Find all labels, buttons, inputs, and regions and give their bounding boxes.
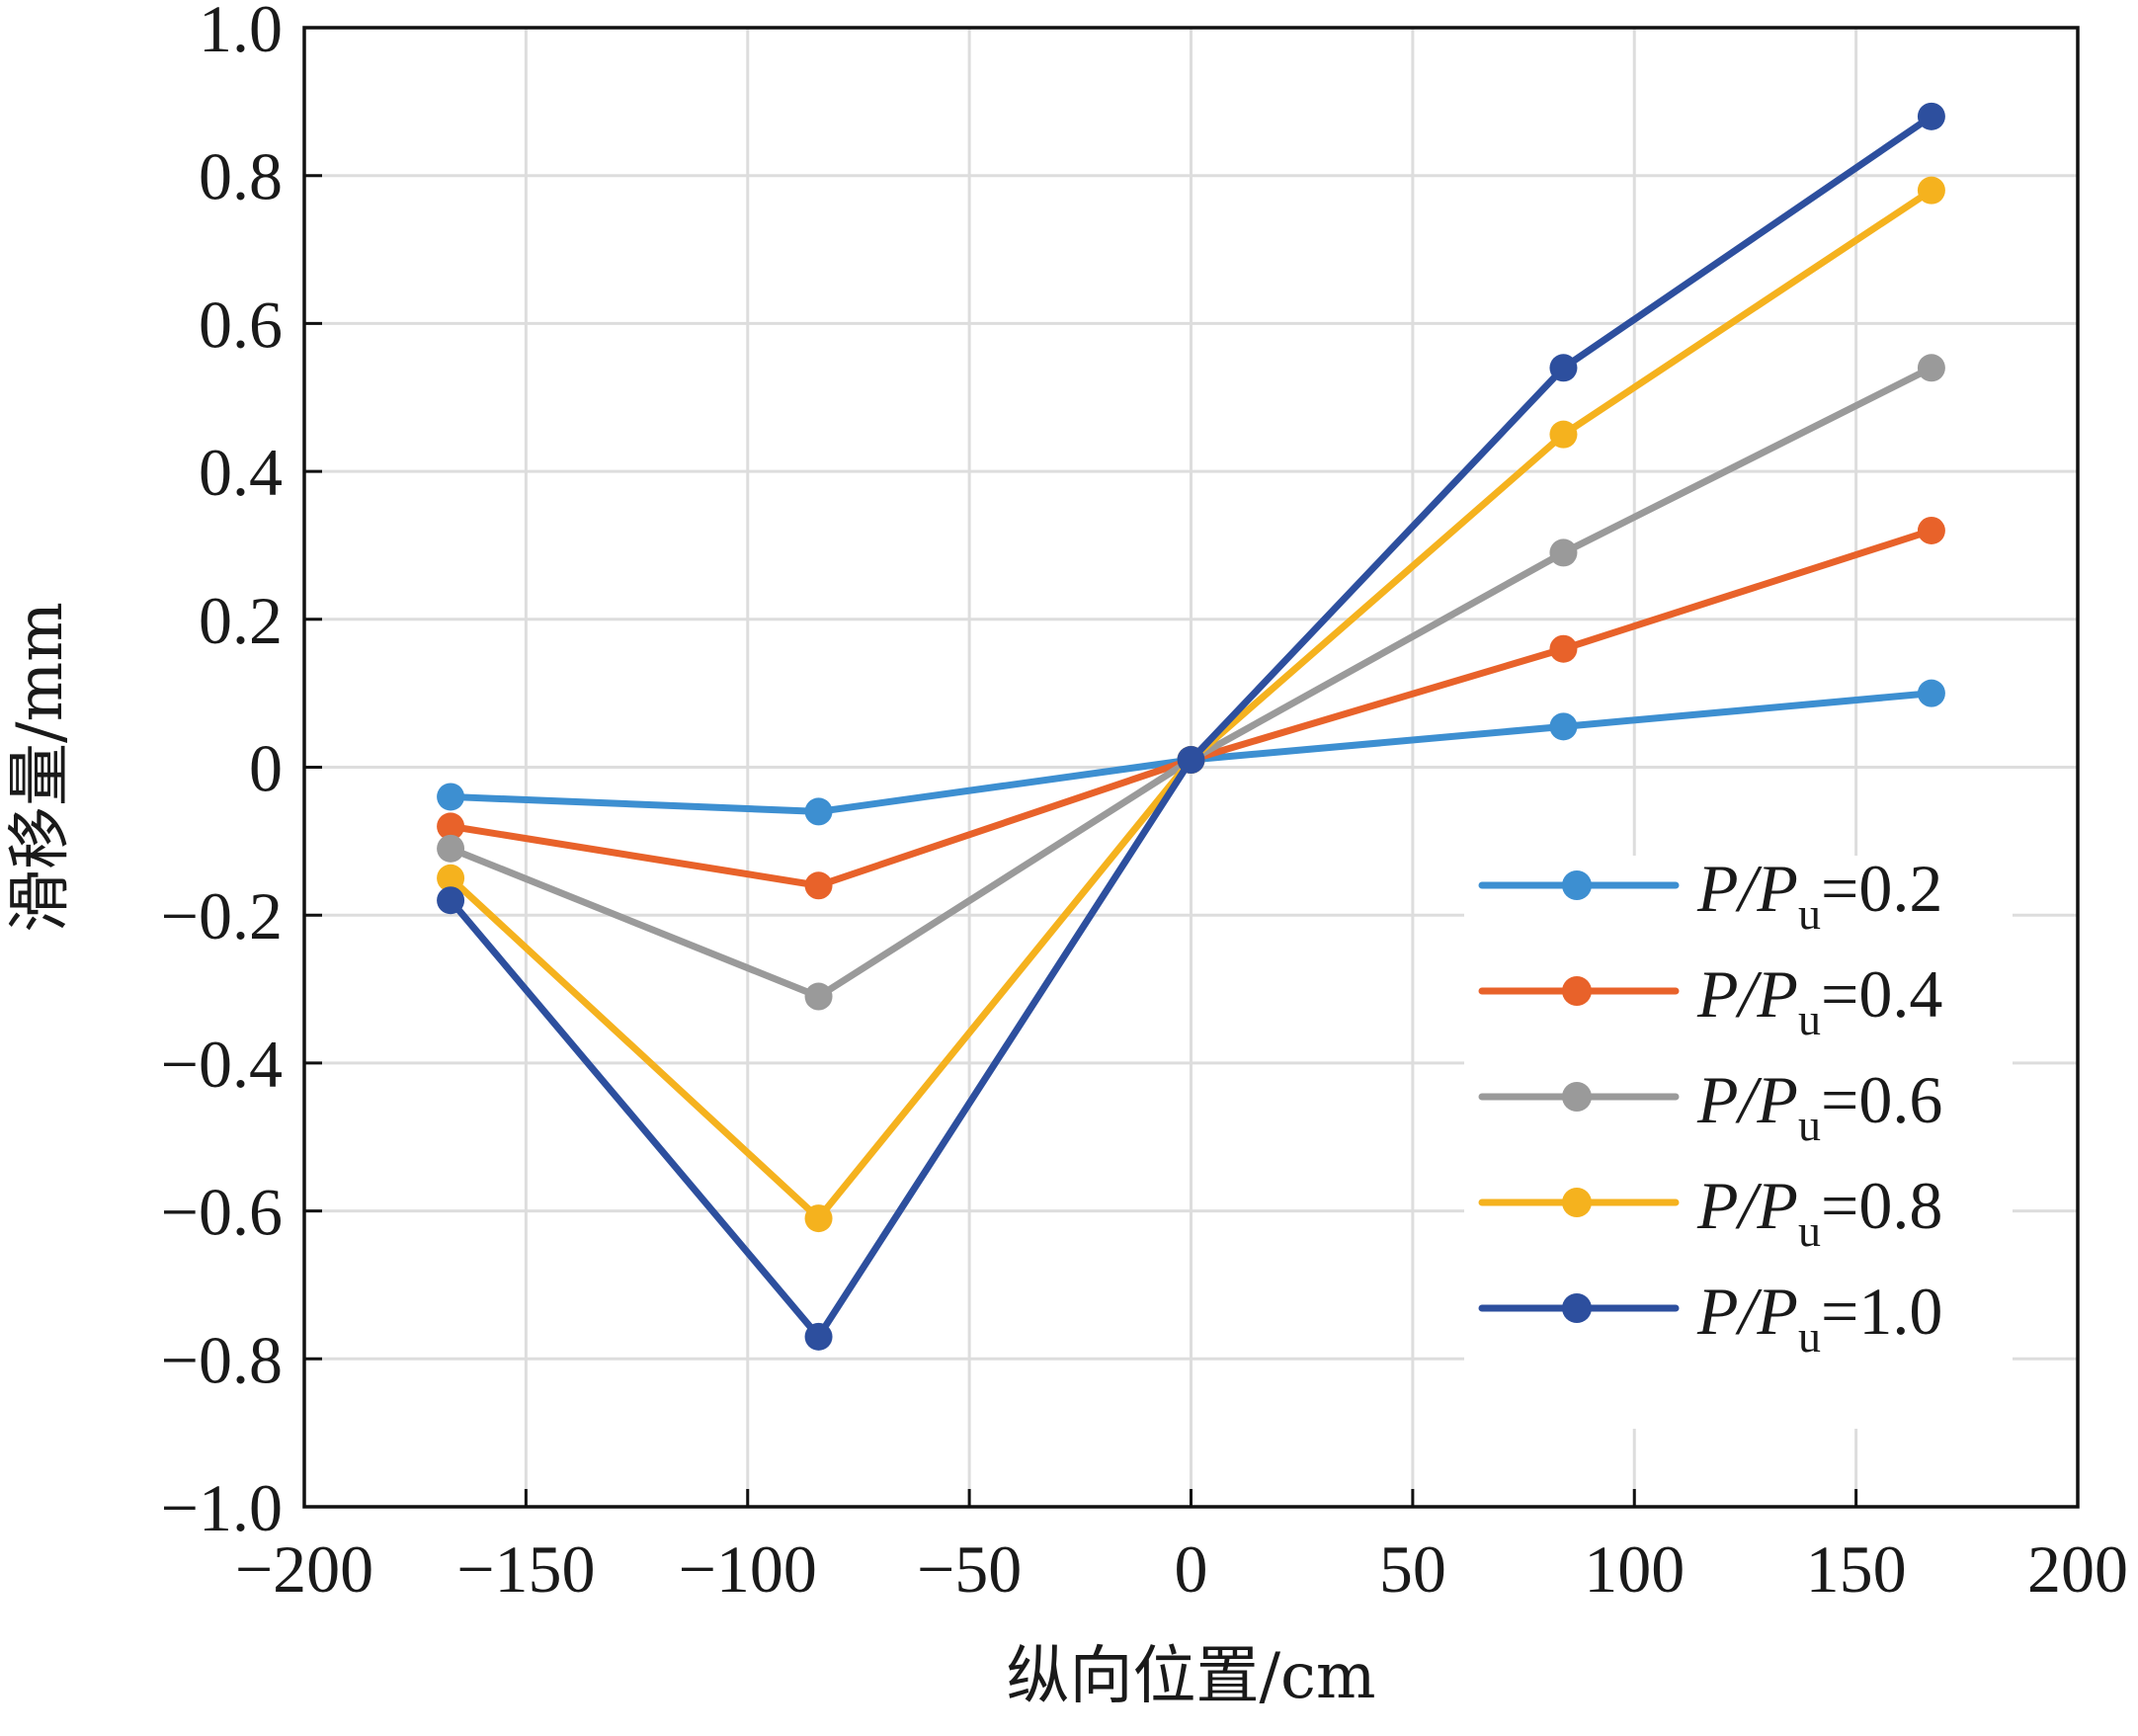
- legend-item: P/Pu=0.8: [1478, 1168, 1942, 1256]
- y-tick-label: 0.2: [199, 583, 283, 658]
- data-point: [437, 834, 465, 863]
- legend: P/Pu=0.2 P/Pu=0.4 P/Pu=0.6 P/Pu=0.8 P/Pu=1.0: [1464, 851, 2013, 1429]
- x-tick-label: 200: [2027, 1531, 2128, 1607]
- y-tick-label: 0.6: [199, 287, 283, 362]
- x-tick-label: −200: [235, 1531, 373, 1607]
- x-tick-label: −150: [456, 1531, 595, 1607]
- y-tick-label: −0.6: [161, 1175, 283, 1250]
- legend-marker: [1562, 1293, 1592, 1323]
- legend-marker: [1562, 870, 1592, 900]
- legend-label: P/Pu=0.6: [1696, 1062, 1942, 1150]
- series-5: [437, 102, 1945, 1351]
- x-axis-title: 纵向位置/cm: [1006, 1640, 1375, 1713]
- legend-label: P/Pu=0.8: [1696, 1168, 1942, 1256]
- x-tick-label: 50: [1379, 1531, 1446, 1607]
- data-point: [437, 864, 465, 892]
- y-tick-label: −0.4: [161, 1027, 283, 1102]
- data-point: [1917, 354, 1945, 382]
- data-point: [437, 886, 465, 915]
- legend-marker: [1562, 1082, 1592, 1112]
- legend-box: [1464, 856, 2013, 1429]
- x-tick-label: 100: [1584, 1531, 1685, 1607]
- legend-marker: [1562, 1188, 1592, 1217]
- y-tick-label: 0.8: [199, 139, 283, 214]
- data-point: [1177, 746, 1205, 775]
- data-point: [804, 797, 833, 826]
- grid-lines: [304, 28, 2078, 1507]
- y-tick-label: 0.4: [199, 435, 283, 510]
- data-point: [1549, 354, 1578, 382]
- axis-ticks: −200 −150 −100 −50 0 50 100 150 200 1.0 0.8 0.6 0.4 0…: [161, 0, 2128, 1607]
- y-axis-title: 滑移量/mm: [4, 602, 77, 933]
- y-tick-label: 1.0: [199, 0, 283, 66]
- x-tick-label: −100: [679, 1531, 817, 1607]
- data-point: [804, 982, 833, 1011]
- y-tick-label: 0: [249, 731, 283, 806]
- data-point: [1549, 420, 1578, 449]
- legend-item: P/Pu=0.6: [1478, 1062, 1942, 1150]
- data-point: [1549, 538, 1578, 567]
- x-tick-label: 150: [1806, 1531, 1907, 1607]
- data-point: [437, 812, 465, 841]
- data-point: [1549, 712, 1578, 741]
- data-point: [1917, 516, 1945, 544]
- data-point: [1549, 634, 1578, 663]
- y-tick-label: −1.0: [161, 1470, 283, 1545]
- series-layer: [437, 102, 1945, 1351]
- legend-label: P/Pu=1.0: [1696, 1274, 1942, 1362]
- legend-marker: [1562, 976, 1592, 1006]
- data-point: [1917, 102, 1945, 130]
- data-point: [1917, 679, 1945, 707]
- data-point: [437, 783, 465, 811]
- data-point: [804, 871, 833, 900]
- y-tick-label: −0.8: [161, 1322, 283, 1397]
- legend-label: P/Pu=0.4: [1696, 956, 1942, 1044]
- x-tick-label: −50: [917, 1531, 1022, 1607]
- legend-item: P/Pu=0.2: [1478, 851, 1942, 939]
- x-tick-label: 0: [1175, 1531, 1208, 1607]
- y-tick-label: −0.2: [161, 878, 283, 953]
- data-point: [804, 1204, 833, 1233]
- legend-item: P/Pu=1.0: [1478, 1274, 1942, 1362]
- data-point: [804, 1322, 833, 1351]
- legend-item: P/Pu=0.4: [1478, 956, 1942, 1044]
- legend-label: P/Pu=0.2: [1696, 851, 1942, 939]
- data-point: [1917, 176, 1945, 205]
